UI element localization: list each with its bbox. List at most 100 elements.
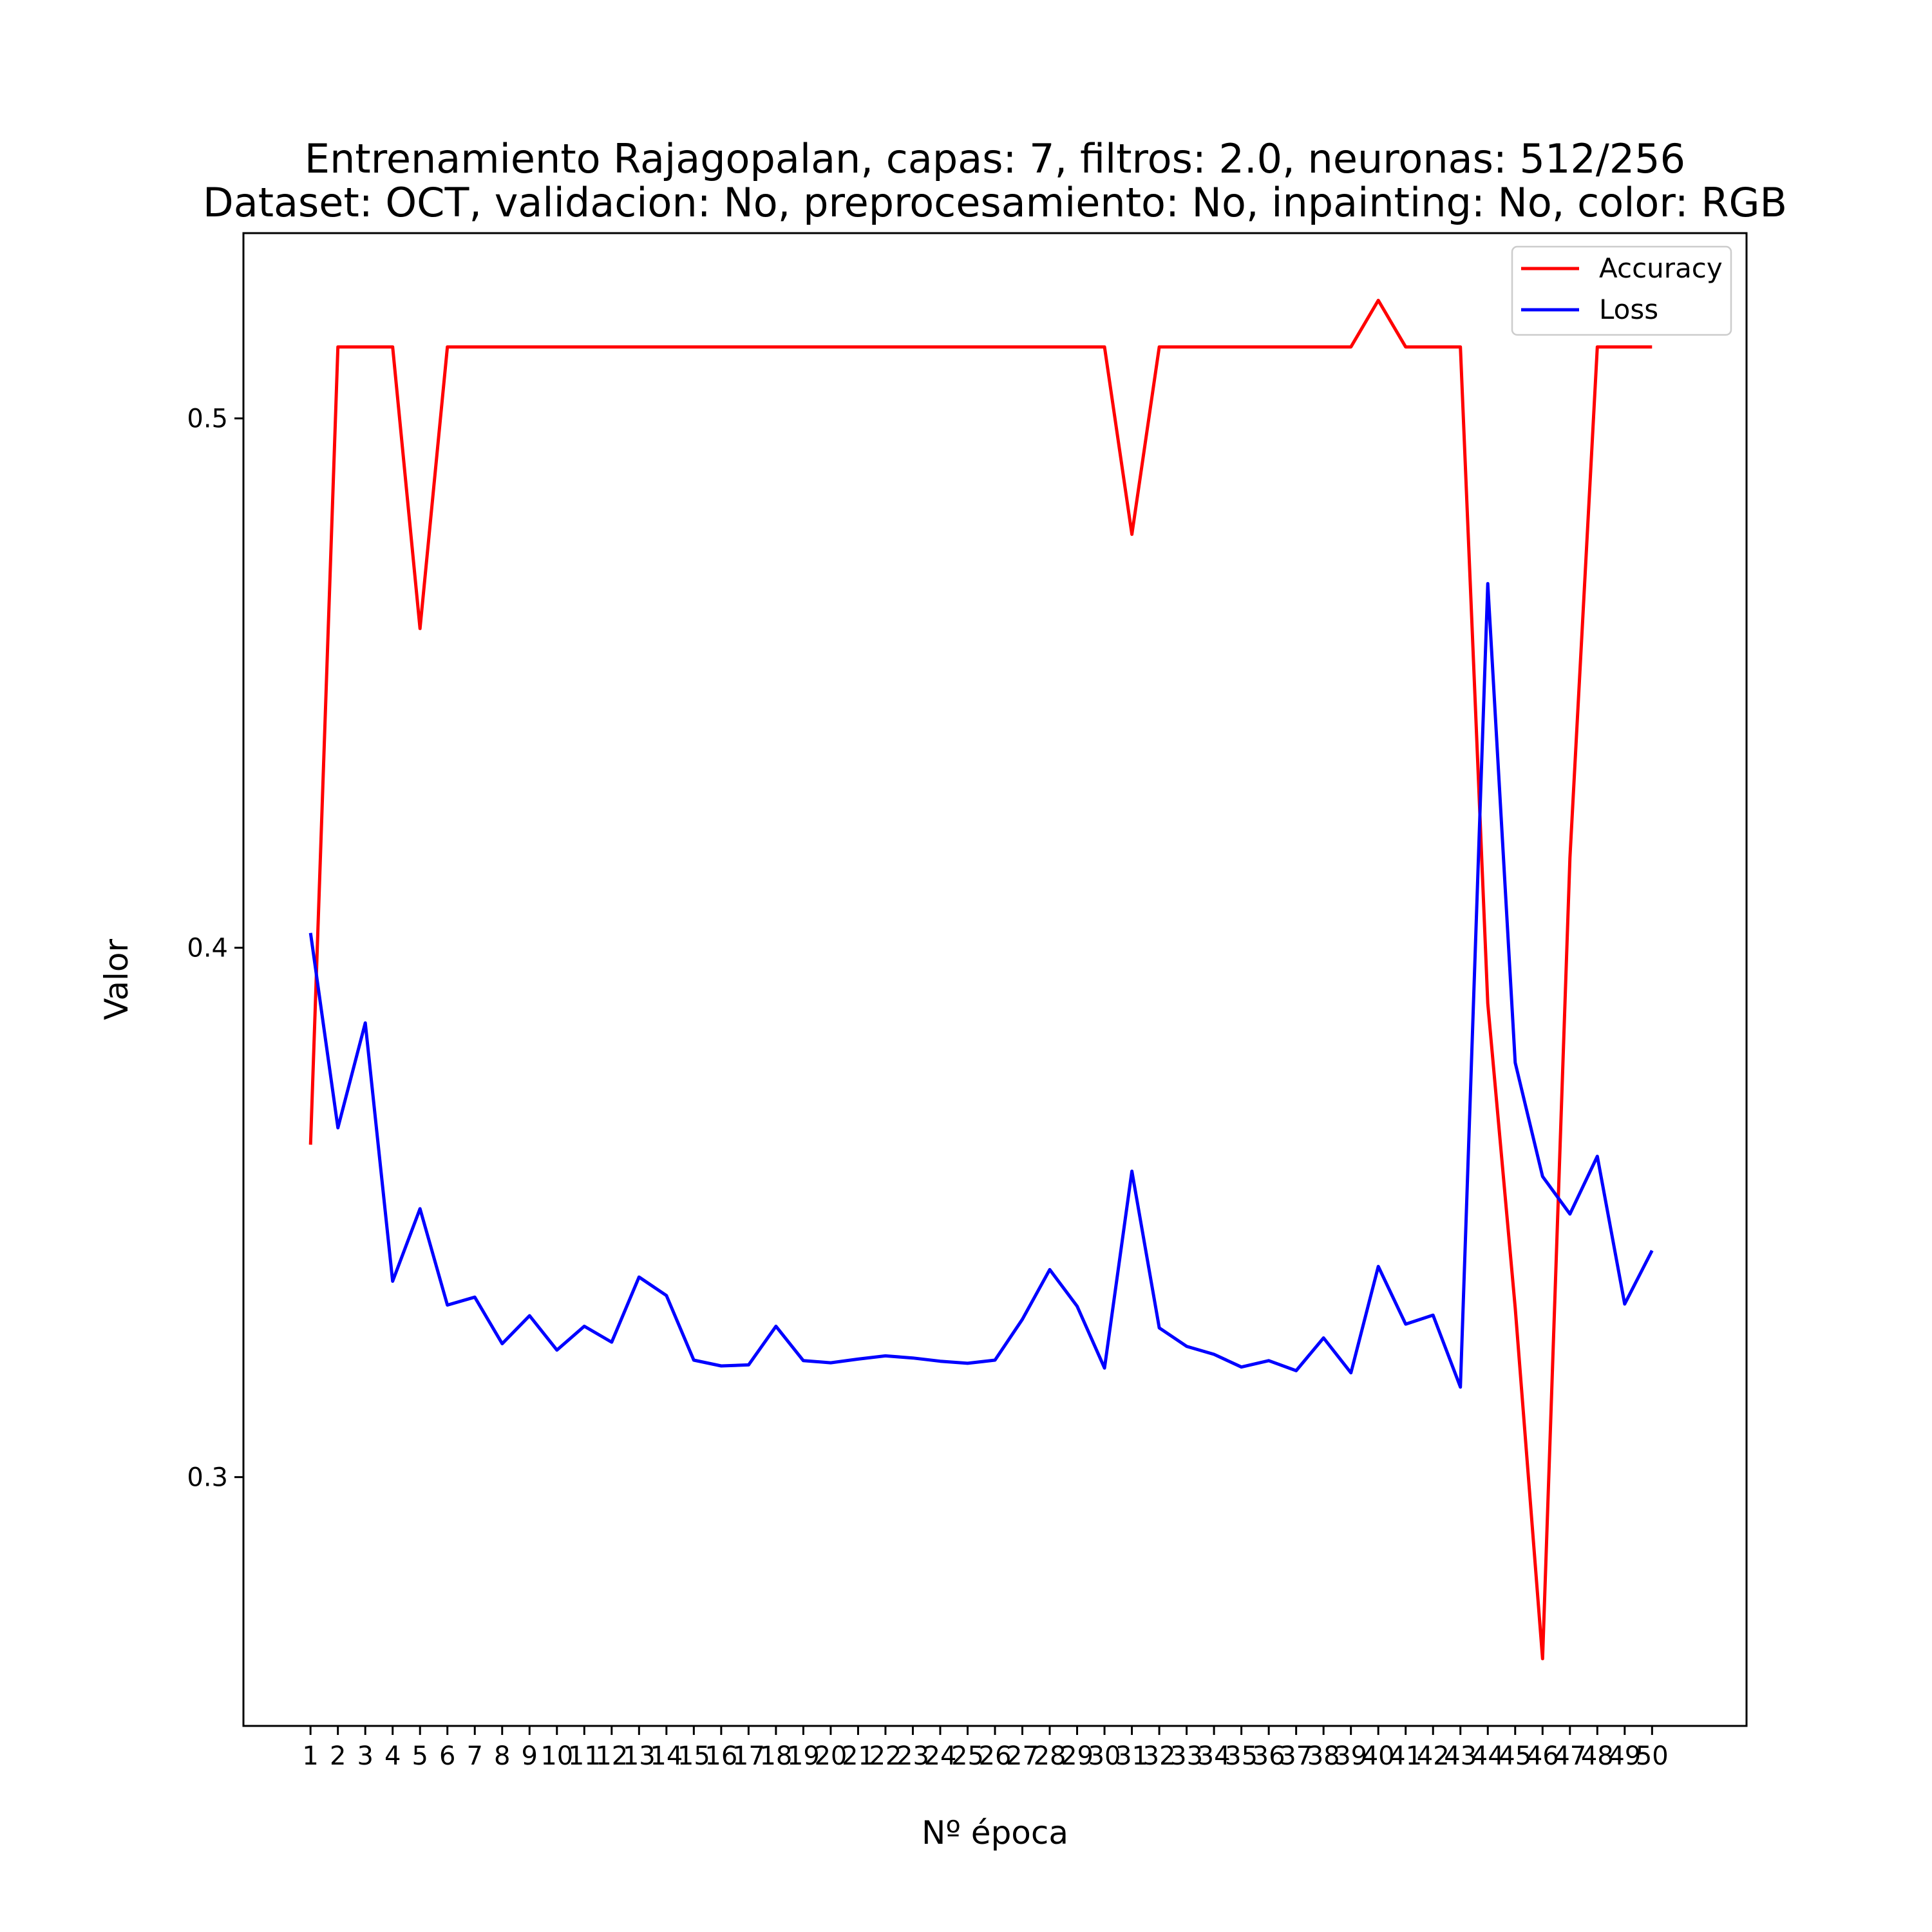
data-point-accuracy — [994, 345, 997, 348]
data-point-loss — [1103, 1367, 1106, 1370]
x-tick-label: 39 — [1334, 1741, 1367, 1771]
data-point-loss — [829, 1361, 832, 1365]
data-point-accuracy — [1459, 345, 1462, 348]
data-point-accuracy — [692, 345, 696, 348]
data-point-accuracy — [1377, 299, 1380, 302]
x-tick-label: 20 — [814, 1741, 847, 1771]
data-point-loss — [802, 1359, 805, 1362]
x-tick-label: 34 — [1198, 1741, 1231, 1771]
data-point-loss — [1158, 1326, 1161, 1329]
x-tick-label: 24 — [924, 1741, 957, 1771]
x-tick-label: 33 — [1170, 1741, 1203, 1771]
data-point-loss — [1048, 1268, 1052, 1271]
x-tick-label: 10 — [540, 1741, 573, 1771]
data-point-loss — [555, 1349, 558, 1352]
x-tick-label: 23 — [896, 1741, 929, 1771]
y-tick-label: 0.5 — [187, 404, 228, 434]
plot-area — [308, 298, 1654, 1661]
data-point-accuracy — [1240, 345, 1243, 348]
data-point-accuracy — [364, 345, 367, 348]
legend-label-loss: Loss — [1599, 294, 1658, 325]
x-tick-label: 28 — [1034, 1741, 1066, 1771]
x-tick-label: 4 — [384, 1741, 401, 1771]
data-point-accuracy — [583, 345, 586, 348]
x-tick-label: 13 — [623, 1741, 656, 1771]
data-point-loss — [747, 1363, 750, 1367]
data-point-loss — [939, 1359, 942, 1363]
data-point-loss — [692, 1359, 696, 1362]
x-tick-label: 49 — [1608, 1741, 1641, 1771]
data-point-accuracy — [774, 345, 777, 348]
x-tick-label: 15 — [677, 1741, 710, 1771]
data-point-accuracy — [1513, 1306, 1517, 1309]
x-tick-label: 35 — [1225, 1741, 1258, 1771]
data-point-loss — [857, 1358, 860, 1361]
data-point-accuracy — [1185, 345, 1188, 348]
data-point-loss — [1541, 1175, 1544, 1178]
data-point-loss — [391, 1280, 394, 1283]
data-point-loss — [1322, 1336, 1325, 1340]
data-point-loss — [1486, 582, 1490, 585]
data-point-accuracy — [1075, 345, 1079, 348]
data-point-accuracy — [911, 345, 914, 348]
data-point-accuracy — [1651, 345, 1654, 348]
data-point-accuracy — [884, 345, 887, 348]
data-point-accuracy — [500, 345, 504, 348]
data-point-accuracy — [446, 345, 449, 348]
data-point-accuracy — [939, 345, 942, 348]
data-point-loss — [1596, 1155, 1599, 1158]
data-point-loss — [610, 1341, 613, 1344]
y-tick-label: 0.3 — [187, 1463, 228, 1493]
data-point-accuracy — [419, 627, 422, 630]
data-point-accuracy — [1541, 1657, 1544, 1660]
data-point-accuracy — [966, 345, 969, 348]
data-point-accuracy — [638, 345, 641, 348]
x-tick-label: 6 — [439, 1741, 455, 1771]
x-axis-ticks: 1 2 3 4 5 6 7 8 9 1011121314151617181920212223242… — [302, 1726, 1669, 1771]
x-tick-label: 16 — [705, 1741, 737, 1771]
x-tick-label: 42 — [1417, 1741, 1450, 1771]
x-tick-label: 47 — [1553, 1741, 1586, 1771]
y-axis-label: Valor — [98, 939, 135, 1020]
x-tick-label: 43 — [1444, 1741, 1477, 1771]
x-tick-label: 38 — [1307, 1741, 1340, 1771]
data-point-accuracy — [829, 345, 832, 348]
x-axis-label: Nº época — [922, 1814, 1068, 1852]
data-point-accuracy — [309, 1143, 312, 1146]
x-tick-label: 31 — [1115, 1741, 1148, 1771]
x-tick-label: 14 — [650, 1741, 683, 1771]
chart-title-line-2: Dataset: OCT, validacion: No, preprocesa… — [203, 179, 1787, 226]
plot-frame — [242, 232, 1748, 1727]
data-point-loss — [1294, 1369, 1298, 1372]
data-point-loss — [911, 1356, 914, 1359]
data-point-accuracy — [1596, 345, 1599, 348]
data-point-accuracy — [1213, 345, 1216, 348]
data-point-accuracy — [1267, 345, 1271, 348]
data-point-accuracy — [1158, 345, 1161, 348]
data-point-loss — [994, 1359, 997, 1362]
data-point-loss — [419, 1207, 422, 1210]
data-point-loss — [1130, 1170, 1133, 1173]
data-point-loss — [1213, 1353, 1216, 1356]
data-point-loss — [1623, 1302, 1626, 1305]
data-point-loss — [336, 1126, 339, 1130]
data-point-loss — [1075, 1305, 1079, 1308]
data-point-accuracy — [1404, 345, 1407, 348]
x-tick-label: 50 — [1636, 1741, 1669, 1771]
x-tick-label: 37 — [1280, 1741, 1312, 1771]
data-point-accuracy — [1294, 345, 1298, 348]
data-point-loss — [1185, 1345, 1188, 1348]
data-point-accuracy — [555, 345, 558, 348]
data-point-loss — [884, 1354, 887, 1358]
data-point-loss — [446, 1303, 449, 1307]
data-point-accuracy — [747, 345, 750, 348]
x-tick-label: 44 — [1472, 1741, 1504, 1771]
data-point-loss — [638, 1276, 641, 1279]
x-tick-label: 40 — [1362, 1741, 1395, 1771]
x-tick-label: 41 — [1389, 1741, 1422, 1771]
x-tick-label: 9 — [522, 1741, 538, 1771]
series-line-accuracy — [308, 298, 1653, 1661]
x-tick-label: 29 — [1061, 1741, 1094, 1771]
x-tick-label: 45 — [1499, 1741, 1531, 1771]
data-point-loss — [473, 1296, 477, 1299]
